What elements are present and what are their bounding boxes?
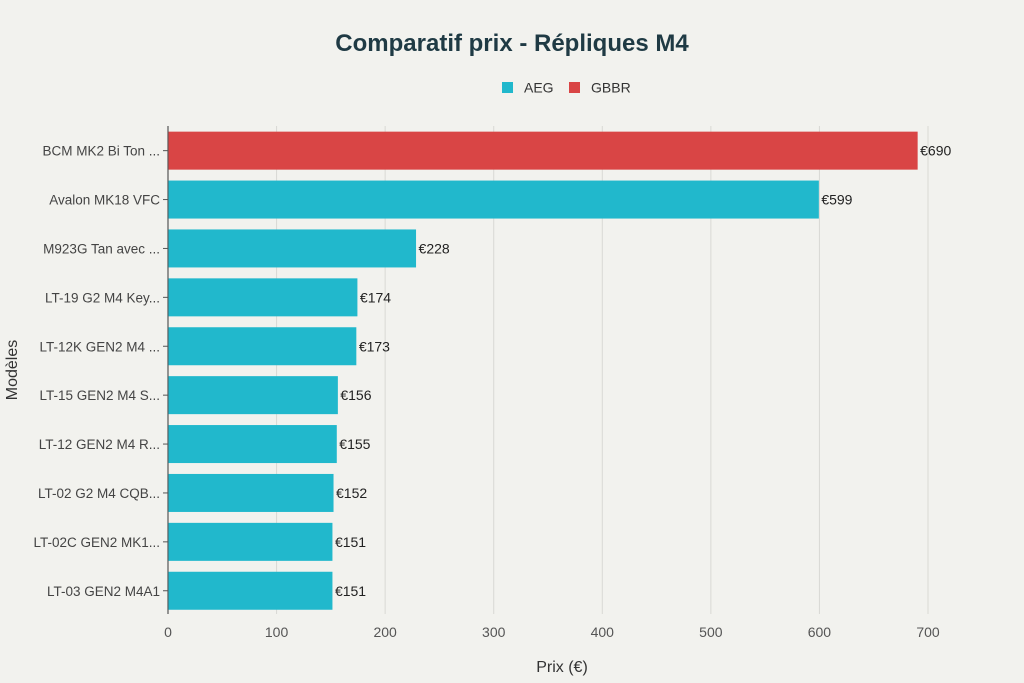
legend-swatch-gbbr [569,82,580,93]
x-axis-ticks: 0 100 200 300 400 500 600 700 [164,624,940,640]
category-label: LT-03 GEN2 M4A1 [47,584,160,599]
bar [168,376,338,415]
x-tick-label: 0 [164,624,172,640]
bar [168,473,334,512]
category-label: LT-02 G2 M4 CQB... [38,486,160,501]
bar [168,180,819,219]
value-label: €228 [419,240,450,256]
value-label: €155 [339,436,370,452]
value-label: €151 [335,583,366,599]
category-label: Avalon MK18 VFC [49,193,160,208]
value-label: €174 [360,289,391,305]
category-label: LT-15 GEN2 M4 S... [39,388,160,403]
x-tick-label: 100 [265,624,289,640]
legend-label-gbbr: GBBR [591,80,631,96]
x-tick-label: 400 [591,624,615,640]
legend-label-aeg: AEG [524,80,554,96]
value-label: €152 [336,485,367,501]
legend: AEG GBBR [502,80,631,96]
x-tick-label: 600 [808,624,832,640]
category-label: LT-12K GEN2 M4 ... [39,339,160,354]
x-tick-label: 700 [916,624,940,640]
value-label: €173 [359,338,390,354]
y-axis-title: Modèles [4,340,21,400]
category-label: LT-12 GEN2 M4 R... [39,437,160,452]
chart-title: Comparatif prix - Répliques M4 [335,30,689,57]
value-label: €151 [335,534,366,550]
bar [168,278,358,317]
x-axis-title: Prix (€) [536,659,588,676]
bar [168,522,333,561]
bar [168,131,918,170]
category-label: LT-02C GEN2 MK1... [33,535,160,550]
bar [168,327,357,366]
x-tick-label: 200 [373,624,397,640]
bars: BCM MK2 Bi Ton ... €690 Avalon MK18 VFC €59… [33,131,952,610]
value-label: €156 [340,387,371,403]
x-tick-label: 500 [699,624,723,640]
bar [168,229,417,268]
x-tick-label: 300 [482,624,506,640]
category-label: M923G Tan avec ... [43,241,160,256]
value-label: €690 [920,143,951,159]
legend-swatch-aeg [502,82,513,93]
category-label: BCM MK2 Bi Ton ... [42,144,160,159]
value-label: €599 [821,192,852,208]
category-label: LT-19 G2 M4 Key... [45,290,160,305]
bar [168,425,337,464]
bar [168,571,333,610]
